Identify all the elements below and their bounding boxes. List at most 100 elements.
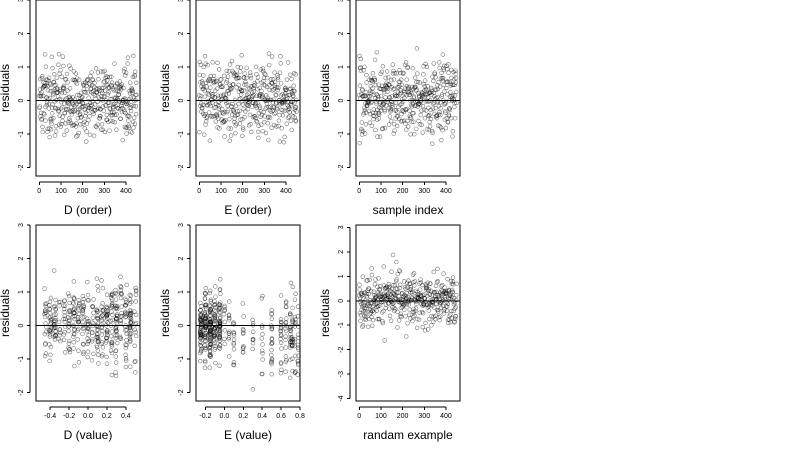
- data-point: [92, 80, 97, 86]
- y-tick-label: 3: [18, 223, 25, 227]
- data-point: [415, 102, 421, 107]
- data-point: [58, 338, 63, 344]
- data-point: [113, 373, 119, 379]
- data-point: [288, 313, 293, 318]
- data-point: [133, 333, 139, 339]
- data-point: [281, 140, 286, 145]
- data-point: [267, 87, 272, 93]
- data-point: [403, 314, 408, 319]
- data-point: [104, 112, 110, 118]
- data-point: [269, 361, 274, 367]
- data-point: [241, 75, 247, 81]
- data-point: [277, 139, 283, 144]
- data-point: [382, 107, 387, 112]
- data-point: [229, 58, 235, 64]
- y-tick-label: 0: [18, 99, 25, 103]
- data-point: [421, 72, 426, 77]
- data-point: [43, 83, 48, 88]
- data-point: [76, 130, 81, 136]
- data-point: [398, 311, 404, 316]
- data-point: [127, 91, 133, 96]
- x-tick-label: 400: [440, 188, 452, 195]
- data-point: [424, 88, 429, 93]
- data-point: [223, 96, 229, 101]
- data-point: [216, 106, 222, 111]
- data-point: [415, 71, 420, 76]
- data-point: [412, 132, 417, 137]
- data-point: [56, 319, 62, 325]
- data-point: [269, 352, 274, 358]
- data-point: [269, 125, 274, 131]
- data-point: [226, 99, 231, 105]
- data-point: [254, 119, 260, 125]
- data-point: [78, 115, 84, 120]
- data-point: [364, 80, 369, 85]
- data-point: [292, 314, 298, 320]
- data-point: [51, 116, 56, 121]
- data-point: [100, 285, 106, 291]
- data-point: [216, 67, 222, 72]
- data-point: [390, 103, 395, 108]
- data-point: [420, 95, 425, 100]
- data-point: [217, 346, 223, 351]
- data-point: [279, 346, 284, 351]
- data-point: [388, 118, 394, 124]
- data-point: [361, 290, 367, 296]
- data-point: [364, 72, 369, 78]
- data-point: [286, 115, 291, 120]
- data-point: [406, 312, 412, 318]
- data-point: [242, 71, 247, 76]
- data-point: [275, 77, 281, 82]
- data-point: [410, 65, 415, 71]
- data-point: [85, 326, 91, 331]
- data-point: [401, 302, 407, 308]
- data-point: [262, 71, 267, 76]
- data-point: [118, 84, 124, 90]
- data-point: [119, 304, 124, 309]
- data-point: [283, 359, 288, 365]
- data-point: [274, 124, 279, 129]
- data-point: [119, 103, 124, 109]
- data-point: [90, 77, 95, 82]
- data-point: [266, 51, 272, 56]
- data-point: [449, 67, 454, 73]
- data-point: [250, 94, 255, 99]
- data-point: [244, 95, 249, 101]
- data-point: [407, 108, 412, 113]
- data-point: [432, 71, 438, 77]
- data-point: [127, 308, 133, 313]
- data-point: [126, 96, 132, 102]
- data-point: [95, 283, 100, 289]
- data-point: [427, 316, 432, 322]
- data-point: [278, 361, 284, 366]
- data-point: [202, 343, 207, 348]
- data-point: [94, 345, 100, 350]
- data-point: [284, 328, 289, 333]
- data-point: [397, 269, 403, 274]
- y-tick-label: 3: [338, 0, 345, 2]
- data-point: [272, 122, 277, 128]
- data-point: [42, 286, 47, 291]
- data-point: [269, 54, 275, 59]
- data-point: [44, 102, 50, 108]
- data-point: [132, 72, 138, 78]
- data-point: [210, 94, 215, 99]
- data-point: [395, 114, 401, 119]
- data-point: [103, 323, 109, 328]
- data-point: [115, 106, 121, 111]
- data-point: [296, 361, 301, 366]
- data-point: [446, 70, 451, 75]
- data-point: [448, 115, 454, 121]
- data-point: [85, 341, 90, 347]
- data-point: [87, 82, 92, 87]
- data-point: [446, 106, 452, 112]
- data-point: [124, 358, 129, 363]
- data-point: [118, 295, 124, 301]
- data-point: [410, 289, 415, 295]
- x-tick-label: 0.6: [276, 413, 286, 420]
- x-tick-label: 200: [77, 188, 89, 195]
- data-point: [443, 110, 448, 115]
- data-point: [278, 332, 284, 337]
- data-point: [94, 323, 99, 328]
- y-tick-label: -1: [178, 356, 185, 362]
